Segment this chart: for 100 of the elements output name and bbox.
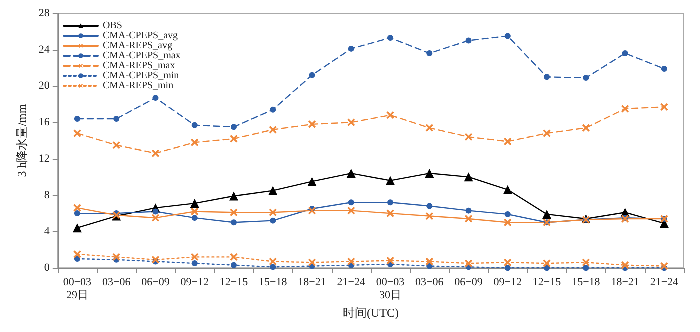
- x-tick-label: 18−21: [611, 276, 640, 289]
- point: [230, 124, 237, 130]
- point: [348, 206, 356, 215]
- point: [308, 206, 316, 215]
- point: [543, 260, 551, 268]
- x-tick-label: 09−12: [494, 276, 522, 289]
- y-tick-label: 16: [38, 116, 50, 129]
- point: [74, 116, 80, 122]
- x-tick-label: 12−15: [532, 276, 562, 289]
- point: [114, 116, 120, 122]
- y-axis-title: 3 h降水量/mm: [15, 104, 29, 178]
- point: [230, 253, 238, 262]
- point: [425, 169, 434, 178]
- point: [74, 210, 80, 217]
- point: [464, 215, 473, 223]
- point: [504, 138, 512, 146]
- point: [386, 257, 394, 265]
- point: [152, 208, 159, 215]
- point: [660, 262, 668, 270]
- y-tick-label: 24: [38, 44, 50, 56]
- point: [388, 200, 394, 206]
- point: [308, 177, 317, 186]
- point: [661, 66, 668, 72]
- y-tick-label: 4: [44, 226, 50, 238]
- point: [269, 258, 277, 266]
- point: [74, 130, 82, 138]
- point: [622, 50, 628, 57]
- point: [191, 138, 199, 146]
- point: [466, 38, 472, 44]
- point: [268, 186, 278, 196]
- point: [583, 265, 590, 272]
- point: [74, 250, 82, 258]
- legend-label: CMA-REPS_max: [103, 60, 176, 72]
- point: [269, 208, 277, 216]
- point: [192, 122, 198, 128]
- legend-label: CMA-REPS_avg: [103, 40, 172, 52]
- x-tick-label: 09−12: [180, 276, 209, 289]
- point: [190, 199, 200, 208]
- point: [504, 265, 511, 272]
- point: [504, 218, 512, 226]
- point: [152, 214, 160, 222]
- point: [464, 260, 473, 268]
- point: [112, 142, 120, 150]
- point: [112, 253, 120, 262]
- point: [270, 106, 276, 113]
- legend-label: OBS: [103, 20, 122, 32]
- point: [543, 130, 551, 138]
- x-tick-label: 03−06: [102, 276, 132, 289]
- point: [192, 215, 198, 222]
- point: [308, 258, 316, 266]
- x-tick-label: 00−03 29日: [63, 276, 92, 302]
- y-tick-label: 0: [44, 262, 50, 274]
- y-tick-label: 12: [38, 152, 50, 165]
- point: [348, 258, 356, 266]
- x-tick-label: 15−18: [259, 276, 288, 289]
- point: [582, 258, 590, 266]
- legend-label: CMA-CPEPS_min: [103, 70, 180, 82]
- point: [426, 212, 434, 220]
- point: [270, 264, 276, 270]
- point: [191, 208, 199, 216]
- x-axis-title: 时间(UTC): [342, 306, 399, 320]
- point: [191, 253, 199, 262]
- point: [386, 210, 394, 218]
- point: [230, 135, 238, 143]
- y-tick-label: 8: [44, 189, 50, 202]
- legend-label: CMA-CPEPS_max: [103, 50, 181, 62]
- point: [621, 105, 630, 113]
- point: [426, 203, 433, 210]
- point: [464, 172, 474, 182]
- x-tick-label: 18−21: [298, 276, 326, 289]
- point: [230, 220, 237, 226]
- legend-label: CMA-CPEPS_avg: [103, 30, 178, 42]
- point: [660, 103, 668, 111]
- x-tick-label: 00−03 30日: [376, 276, 406, 302]
- point: [309, 72, 316, 78]
- point: [464, 133, 473, 141]
- point: [503, 185, 512, 194]
- point: [72, 224, 82, 233]
- y-tick-label: 28: [38, 8, 50, 20]
- point: [504, 258, 512, 266]
- point: [152, 95, 159, 102]
- point: [230, 208, 238, 216]
- point: [348, 118, 356, 126]
- point: [386, 176, 396, 186]
- x-tick-label: 06−09: [142, 276, 170, 289]
- legend-label: CMA-REPS_min: [103, 80, 174, 92]
- point: [270, 218, 276, 224]
- point: [348, 200, 354, 206]
- x-tick-label: 15−18: [572, 276, 601, 289]
- point: [583, 75, 590, 82]
- point: [230, 262, 237, 268]
- point: [504, 211, 511, 218]
- point: [426, 124, 434, 132]
- point: [504, 33, 511, 40]
- point: [192, 260, 198, 267]
- point: [582, 124, 590, 132]
- point: [308, 120, 316, 128]
- point: [229, 192, 238, 201]
- y-tick-label: 20: [38, 80, 50, 92]
- point: [386, 112, 394, 120]
